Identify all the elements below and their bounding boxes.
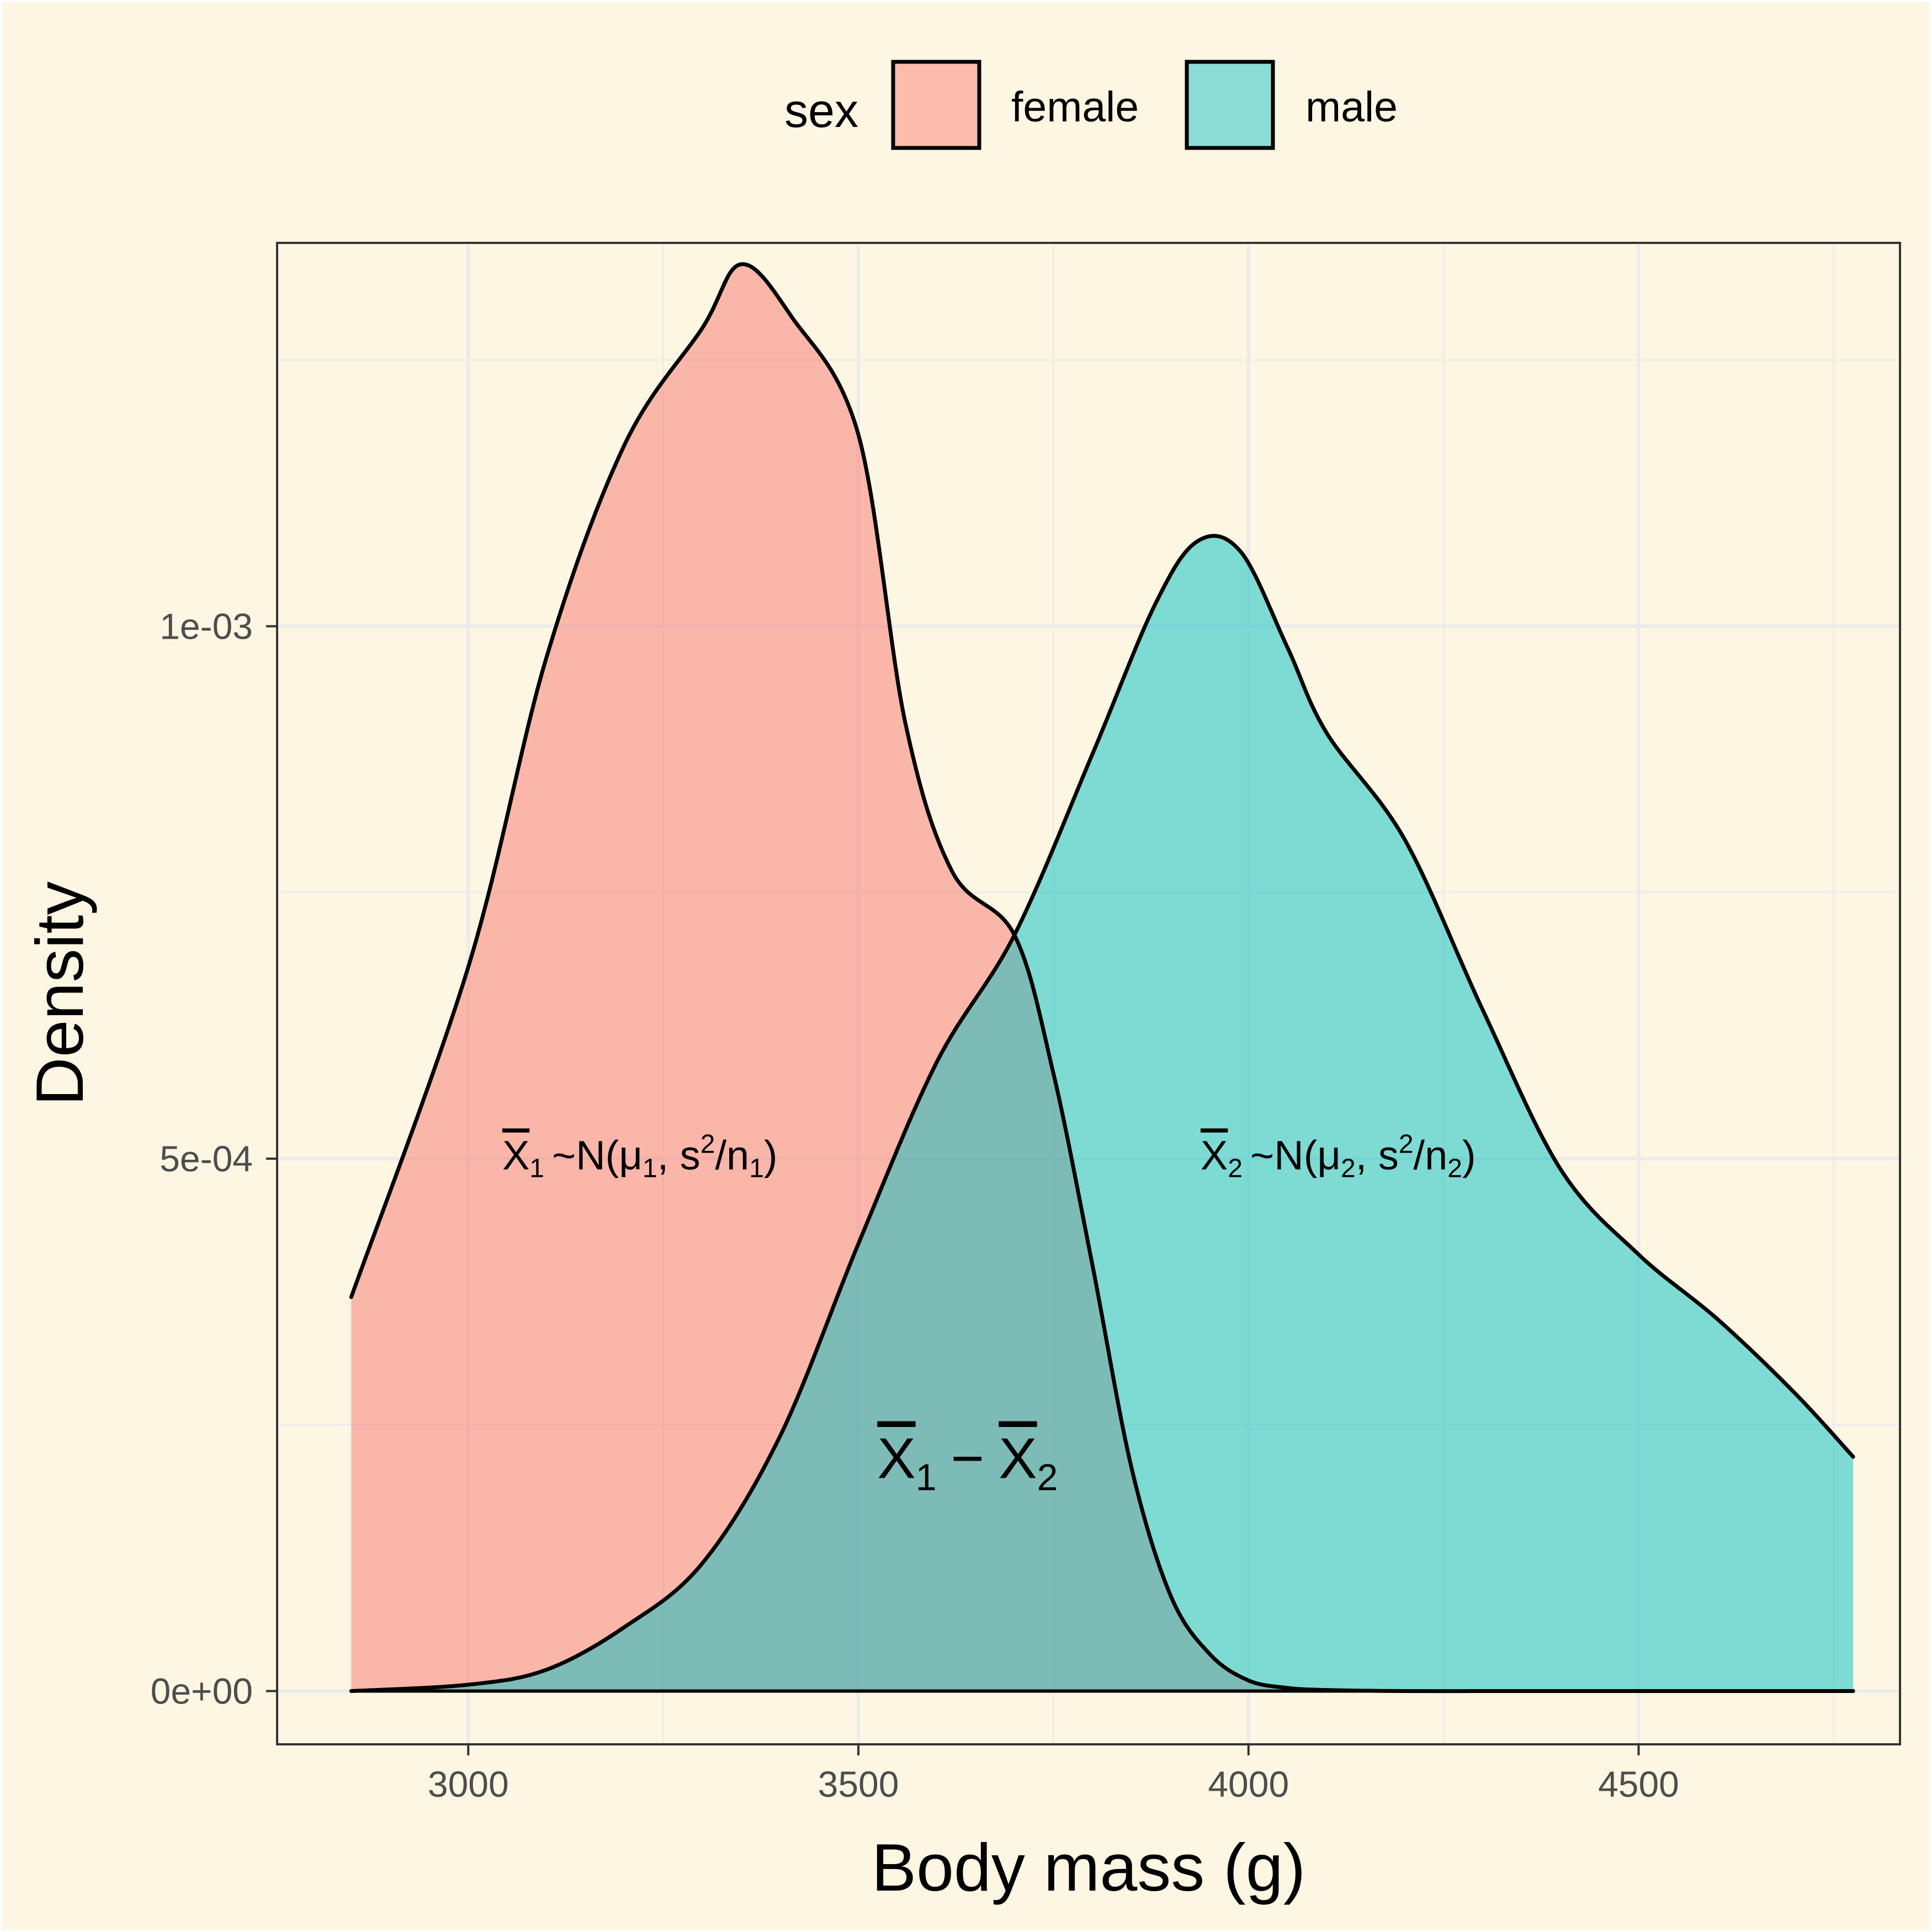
x-tick-label: 3000 bbox=[428, 1764, 509, 1804]
x-tick-label: 4500 bbox=[1598, 1764, 1679, 1804]
density-area-male bbox=[351, 535, 1854, 1691]
anno-a1-dist: ~N( bbox=[552, 1132, 619, 1178]
legend: sex female male bbox=[784, 60, 1398, 150]
legend-key-male bbox=[1185, 60, 1275, 150]
anno-a2-mu: μ bbox=[1317, 1132, 1341, 1178]
anno-a3-sub1: 1 bbox=[916, 1457, 937, 1499]
anno-a2-dist: ~N( bbox=[1250, 1132, 1318, 1178]
anno-a2-sup: 2 bbox=[1399, 1129, 1414, 1159]
legend-label-female: female bbox=[1011, 83, 1139, 131]
anno-a2-var-sub: 2 bbox=[1228, 1154, 1243, 1183]
anno-a3-sub2: 2 bbox=[1037, 1457, 1058, 1499]
y-tick-label: 1e-03 bbox=[160, 606, 253, 646]
y-tick-label: 5e-04 bbox=[160, 1138, 253, 1179]
x-axis: 3000 3500 4000 4500 bbox=[428, 1744, 1679, 1804]
annotation-mean-difference: X1− X2 bbox=[877, 1427, 1058, 1499]
y-axis-title: Density bbox=[22, 882, 97, 1106]
anno-a1-n-sub: 1 bbox=[749, 1154, 764, 1183]
anno-a2-close: ) bbox=[1462, 1132, 1476, 1178]
y-axis: 0e+00 5e-04 1e-03 bbox=[151, 606, 277, 1712]
anno-a1-slash: /n bbox=[715, 1132, 749, 1178]
panel-border bbox=[276, 242, 1901, 1745]
anno-a1-close: ) bbox=[764, 1132, 778, 1178]
anno-a2-slash: /n bbox=[1414, 1132, 1448, 1178]
x-axis-title: Body mass (g) bbox=[872, 1830, 1305, 1905]
x-tick-label: 3500 bbox=[818, 1764, 899, 1804]
anno-a2-n-sub: 2 bbox=[1447, 1154, 1462, 1183]
anno-a2-mu-sub: 2 bbox=[1341, 1154, 1356, 1183]
density-area-female bbox=[351, 264, 1854, 1691]
x-tick-label: 4000 bbox=[1208, 1764, 1289, 1804]
anno-a1-var-sub: 1 bbox=[529, 1154, 544, 1183]
density-curve-male bbox=[349, 534, 1855, 1693]
anno-a1-mu: μ bbox=[619, 1132, 643, 1178]
annotation-male-sampling-dist: X2 ~N(μ2, s2/n2) bbox=[1201, 1129, 1476, 1183]
density-areas bbox=[351, 264, 1854, 1691]
legend-key-female bbox=[891, 60, 981, 150]
anno-a2-var: X bbox=[1201, 1132, 1228, 1178]
anno-a2-sep: , s bbox=[1356, 1132, 1399, 1178]
legend-title: sex bbox=[784, 84, 858, 137]
anno-a1-sup: 2 bbox=[700, 1129, 715, 1159]
annotations: X1 ~N(μ1, s2/n1) X2 ~N(μ2, s2/n2) X1− X2 bbox=[502, 1129, 1476, 1498]
y-tick-label: 0e+00 bbox=[151, 1671, 253, 1712]
annotation-female-sampling-dist: X1 ~N(μ1, s2/n1) bbox=[502, 1129, 778, 1183]
anno-a3-var1: X bbox=[877, 1427, 915, 1491]
anno-a1-var: X bbox=[502, 1132, 529, 1178]
legend-label-male: male bbox=[1305, 83, 1398, 131]
anno-a3-minus: − bbox=[951, 1427, 985, 1491]
anno-a1-sep: , s bbox=[657, 1132, 700, 1178]
anno-a3-var2: X bbox=[999, 1427, 1037, 1491]
anno-a1-mu-sub: 1 bbox=[643, 1154, 657, 1183]
density-curves bbox=[349, 262, 1855, 1694]
